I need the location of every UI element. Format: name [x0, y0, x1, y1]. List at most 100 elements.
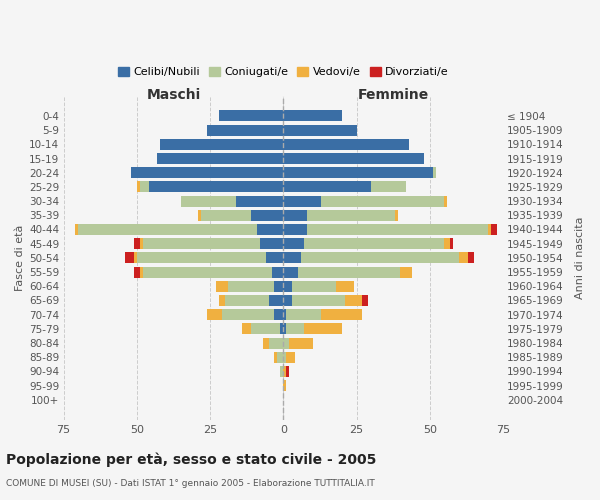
Bar	[283, 295, 292, 306]
Text: Maschi: Maschi	[146, 88, 200, 102]
Bar	[269, 295, 283, 306]
Bar	[283, 167, 433, 178]
Y-axis label: Fasce di età: Fasce di età	[15, 224, 25, 291]
Bar	[280, 366, 283, 377]
Bar	[140, 266, 143, 278]
Bar	[207, 124, 283, 136]
Bar	[283, 324, 286, 334]
Bar	[400, 266, 412, 278]
Bar	[433, 167, 436, 178]
Bar	[286, 324, 304, 334]
Bar	[304, 324, 342, 334]
Bar	[222, 309, 274, 320]
Bar	[283, 338, 289, 348]
Bar	[292, 295, 345, 306]
Bar	[371, 182, 406, 192]
Bar	[137, 252, 266, 264]
Bar	[322, 309, 362, 320]
Bar	[78, 224, 257, 235]
Bar	[242, 324, 251, 334]
Bar	[286, 309, 322, 320]
Bar	[283, 266, 298, 278]
Bar	[395, 210, 398, 221]
Bar	[336, 280, 353, 292]
Bar	[143, 266, 272, 278]
Bar	[283, 380, 286, 391]
Bar	[257, 224, 283, 235]
Bar	[301, 252, 459, 264]
Bar	[219, 110, 283, 122]
Bar	[131, 167, 283, 178]
Bar	[140, 182, 149, 192]
Bar	[283, 252, 301, 264]
Y-axis label: Anni di nascita: Anni di nascita	[575, 216, 585, 299]
Bar	[76, 224, 78, 235]
Bar	[125, 252, 134, 264]
Bar	[199, 210, 201, 221]
Bar	[468, 252, 473, 264]
Bar	[181, 196, 236, 206]
Bar	[307, 210, 395, 221]
Bar	[149, 182, 283, 192]
Bar	[201, 210, 251, 221]
Bar	[286, 366, 289, 377]
Bar	[266, 252, 283, 264]
Bar	[134, 252, 137, 264]
Bar	[283, 238, 304, 249]
Bar	[263, 338, 269, 348]
Bar	[283, 309, 286, 320]
Bar	[445, 196, 448, 206]
Bar	[459, 252, 468, 264]
Text: Popolazione per età, sesso e stato civile - 2005: Popolazione per età, sesso e stato civil…	[6, 452, 376, 467]
Bar	[283, 280, 292, 292]
Bar	[274, 309, 283, 320]
Bar	[307, 224, 488, 235]
Bar	[227, 280, 274, 292]
Bar	[289, 338, 313, 348]
Bar	[362, 295, 368, 306]
Bar	[219, 295, 224, 306]
Bar	[280, 324, 283, 334]
Bar	[134, 238, 140, 249]
Bar	[216, 280, 227, 292]
Bar	[283, 224, 307, 235]
Bar	[160, 139, 283, 150]
Bar	[283, 210, 307, 221]
Bar	[134, 266, 140, 278]
Bar	[236, 196, 283, 206]
Bar	[450, 238, 453, 249]
Bar	[304, 238, 445, 249]
Bar	[283, 153, 424, 164]
Bar	[283, 139, 409, 150]
Text: COMUNE DI MUSEI (SU) - Dati ISTAT 1° gennaio 2005 - Elaborazione TUTTITALIA.IT: COMUNE DI MUSEI (SU) - Dati ISTAT 1° gen…	[6, 479, 375, 488]
Bar	[157, 153, 283, 164]
Bar	[345, 295, 362, 306]
Bar	[207, 309, 222, 320]
Bar	[298, 266, 400, 278]
Text: Femmine: Femmine	[358, 88, 429, 102]
Bar	[283, 352, 286, 363]
Bar	[283, 366, 286, 377]
Bar	[143, 238, 260, 249]
Bar	[260, 238, 283, 249]
Bar	[283, 182, 371, 192]
Bar	[140, 238, 143, 249]
Bar	[445, 238, 450, 249]
Bar	[269, 338, 283, 348]
Bar	[292, 280, 336, 292]
Bar	[274, 280, 283, 292]
Bar	[274, 352, 277, 363]
Bar	[491, 224, 497, 235]
Legend: Celibi/Nubili, Coniugati/e, Vedovi/e, Divorziati/e: Celibi/Nubili, Coniugati/e, Vedovi/e, Di…	[113, 62, 453, 82]
Bar	[283, 124, 356, 136]
Bar	[322, 196, 445, 206]
Bar	[251, 324, 280, 334]
Bar	[224, 295, 269, 306]
Bar	[283, 196, 322, 206]
Bar	[251, 210, 283, 221]
Bar	[277, 352, 283, 363]
Bar	[286, 352, 295, 363]
Bar	[272, 266, 283, 278]
Bar	[283, 110, 342, 122]
Bar	[137, 182, 140, 192]
